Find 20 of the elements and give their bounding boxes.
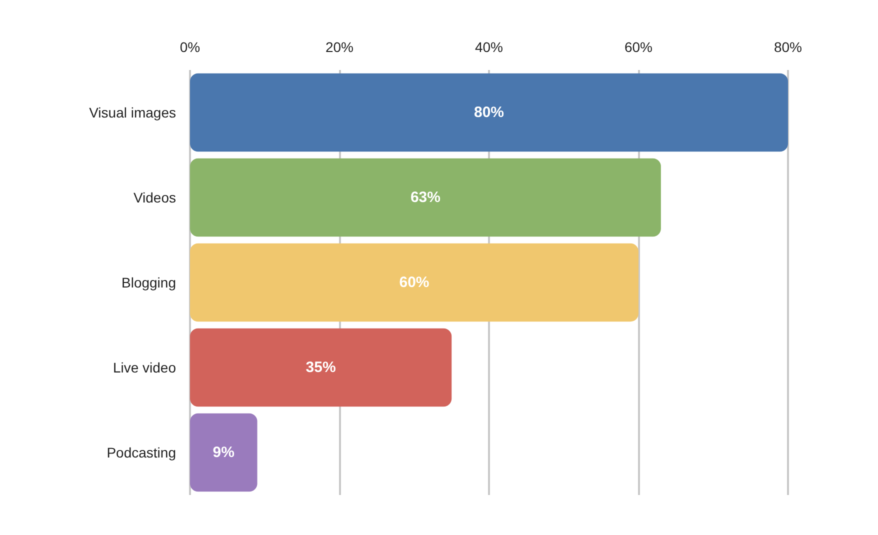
bar: [190, 158, 661, 237]
x-tick-label: 80%: [774, 39, 802, 55]
data-label: 63%: [410, 189, 440, 206]
y-tick-label: Live video: [112, 360, 176, 376]
x-tick-label: 40%: [474, 39, 504, 55]
data-label: 80%: [474, 104, 504, 121]
y-tick-label: Blogging: [122, 274, 176, 290]
y-tick-label: Podcasting: [106, 444, 176, 460]
bar: [190, 328, 452, 407]
y-tick-label: Videos: [133, 190, 176, 206]
x-tick-label: 0%: [180, 39, 200, 55]
x-tick-label: 60%: [624, 39, 653, 55]
y-tick-label: Visual images: [89, 104, 176, 120]
bar: [190, 243, 638, 322]
data-label: 60%: [399, 274, 430, 291]
data-label: 35%: [306, 359, 336, 376]
data-label: 9%: [212, 444, 234, 461]
bar: [190, 413, 258, 492]
bar: [190, 73, 788, 152]
x-tick-label: 20%: [325, 39, 354, 55]
